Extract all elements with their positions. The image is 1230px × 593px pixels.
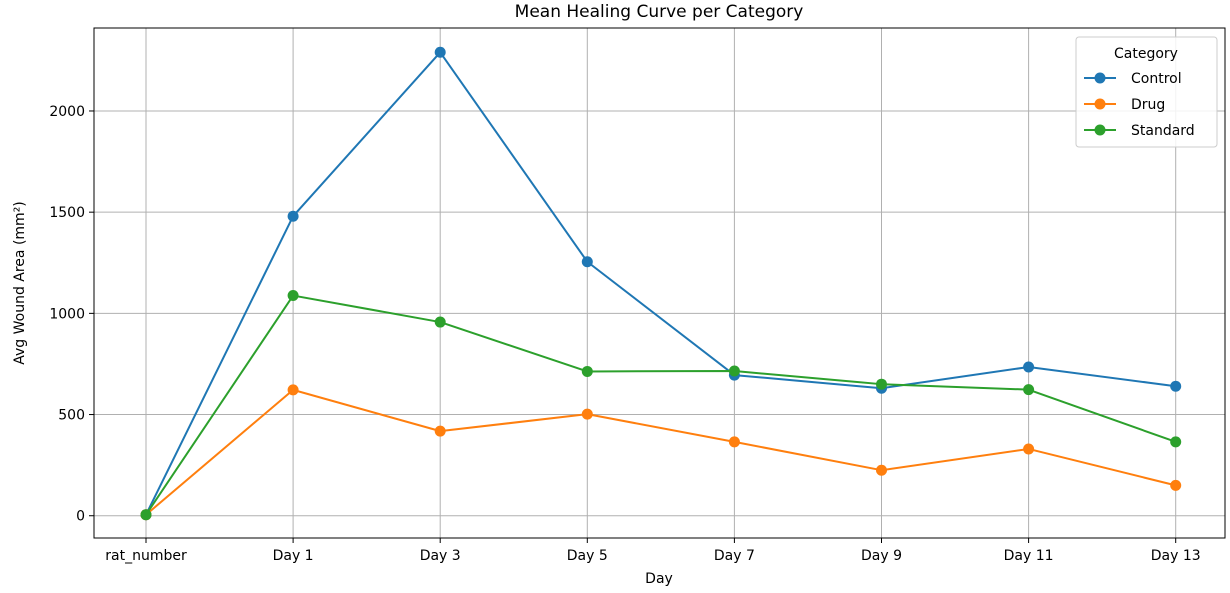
y-tick-label: 0 xyxy=(76,509,85,525)
data-point xyxy=(434,316,446,328)
y-tick-label: 1000 xyxy=(49,306,85,322)
data-point xyxy=(287,384,299,396)
data-point xyxy=(581,365,593,377)
data-point xyxy=(581,256,593,268)
x-tick-label: Day 1 xyxy=(273,548,314,564)
legend-item-control: Control xyxy=(1084,71,1182,87)
legend-box xyxy=(1075,36,1218,148)
legend-title: Category xyxy=(1114,46,1178,62)
legend-label: Control xyxy=(1131,71,1182,87)
legend-item-standard: Standard xyxy=(1084,123,1195,139)
series-drug xyxy=(140,384,1182,521)
plot-area xyxy=(93,27,1226,539)
x-tick-label: Day 9 xyxy=(861,548,902,564)
y-axis-label: Avg Wound Area (mm²) xyxy=(12,201,28,365)
grid xyxy=(94,28,1225,538)
x-tick-label: Day 11 xyxy=(1004,548,1054,564)
data-point xyxy=(728,436,740,448)
chart-title: Mean Healing Curve per Category xyxy=(515,2,804,22)
series-control xyxy=(140,46,1182,521)
data-point xyxy=(876,464,887,476)
x-tick-label: Day 7 xyxy=(714,548,755,564)
legend: Category Control Drug Standard xyxy=(1075,36,1218,148)
legend-marker xyxy=(1094,98,1106,110)
series-line xyxy=(145,294,1177,516)
data-point xyxy=(1170,479,1182,491)
axes: rat_number Day 1 Day 3 Day 5 Day 7 Day 9 Day 1… xyxy=(49,104,1200,564)
series xyxy=(140,46,1182,521)
data-point xyxy=(876,378,887,390)
x-tick-label: Day 3 xyxy=(420,548,461,564)
data-point xyxy=(1023,443,1035,455)
data-point xyxy=(1170,436,1182,448)
series-standard xyxy=(140,290,1182,521)
x-tick-label: Day 5 xyxy=(567,548,608,564)
x-axis-label: Day xyxy=(645,571,673,587)
legend-item-drug: Drug xyxy=(1084,97,1165,113)
y-tick-label: 2000 xyxy=(49,104,85,120)
data-point xyxy=(287,290,299,302)
data-point xyxy=(1023,361,1035,373)
x-tick-label: Day 13 xyxy=(1151,548,1201,564)
legend-label: Standard xyxy=(1131,123,1195,139)
data-point xyxy=(434,46,446,58)
series-line xyxy=(145,388,1176,516)
data-point xyxy=(434,425,446,437)
legend-label: Drug xyxy=(1131,97,1165,113)
data-point xyxy=(287,210,299,222)
y-tick-label: 1500 xyxy=(49,205,85,221)
data-point xyxy=(728,365,740,377)
data-point xyxy=(1023,384,1035,396)
series-line xyxy=(145,51,1176,516)
y-tick-label: 500 xyxy=(58,408,85,424)
legend-marker xyxy=(1094,72,1106,84)
data-point xyxy=(140,509,152,521)
data-point xyxy=(581,408,593,420)
x-tick-label: rat_number xyxy=(105,548,187,564)
legend-marker xyxy=(1094,124,1106,136)
data-point xyxy=(1170,380,1182,392)
